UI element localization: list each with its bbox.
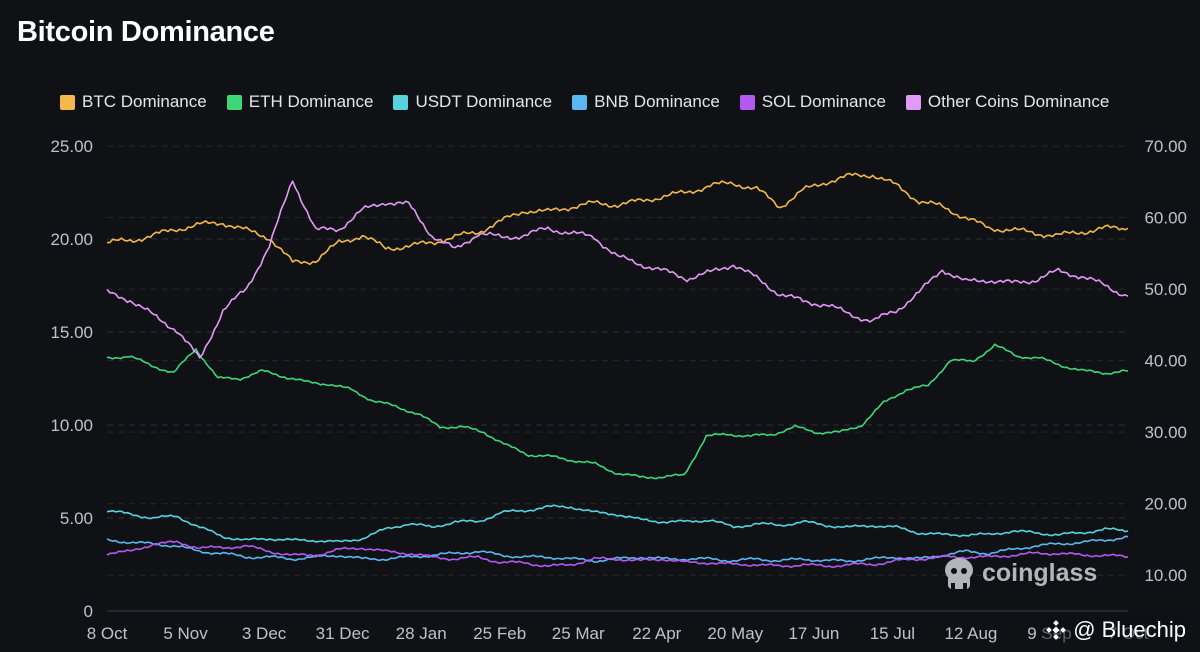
- legend-item[interactable]: SOL Dominance: [739, 92, 886, 112]
- y-left-tick-label: 20.00: [50, 230, 93, 249]
- credit-name: Bluechip: [1101, 617, 1186, 642]
- y-right-tick-label: 70.00: [1144, 137, 1187, 156]
- legend-swatch: [572, 94, 588, 110]
- legend-item[interactable]: BTC Dominance: [60, 92, 207, 112]
- y-right-tick-label: 10.00: [1144, 566, 1187, 585]
- x-tick-label: 5 Nov: [163, 624, 208, 643]
- legend-swatch: [226, 94, 242, 110]
- x-tick-label: 28 Jan: [396, 624, 447, 643]
- series-line-usdt-dominance: [106, 504, 1129, 543]
- legend-swatch: [905, 94, 921, 110]
- series-line-other-coins-dominance: [106, 180, 1129, 359]
- y-left-tick-label: 25.00: [50, 137, 93, 156]
- y-left-tick-label: 0: [84, 602, 93, 621]
- legend-label: USDT Dominance: [415, 92, 553, 111]
- y-left-tick-label: 10.00: [50, 416, 93, 435]
- gridlines: [107, 145, 1128, 612]
- x-tick-label: 12 Aug: [944, 624, 997, 643]
- series-line-eth-dominance: [106, 343, 1129, 480]
- x-tick-label: 22 Apr: [632, 624, 681, 643]
- y-left-tick-label: 5.00: [60, 509, 93, 528]
- legend-label: Other Coins Dominance: [927, 92, 1110, 111]
- legend-label: ETH Dominance: [248, 92, 374, 111]
- x-tick-label: 3 Dec: [242, 624, 287, 643]
- y-right-tick-label: 50.00: [1144, 280, 1187, 299]
- legend-label: SOL Dominance: [761, 92, 886, 111]
- x-tick-label: 25 Mar: [552, 624, 605, 643]
- y-right-tick-label: 30.00: [1144, 423, 1187, 442]
- x-tick-label: 8 Oct: [87, 624, 128, 643]
- legend-item[interactable]: Other Coins Dominance: [905, 92, 1110, 112]
- legend-label: BNB Dominance: [594, 92, 720, 111]
- legend-swatch: [393, 94, 409, 110]
- legend: BTC Dominance ETH Dominance USDT Dominance…: [60, 92, 1190, 112]
- legend-item[interactable]: BNB Dominance: [572, 92, 720, 112]
- coinglass-logo-icon: [945, 558, 973, 591]
- series-line-btc-dominance: [106, 172, 1129, 266]
- legend-item[interactable]: ETH Dominance: [226, 92, 374, 112]
- y-right-tick-label: 60.00: [1144, 209, 1187, 228]
- page-title: Bitcoin Dominance: [17, 16, 275, 48]
- y-left-tick-label: 15.00: [50, 323, 93, 342]
- y-right-tick-label: 40.00: [1144, 352, 1187, 371]
- legend-swatch: [60, 94, 75, 110]
- credit: @ Bluechip: [1043, 617, 1188, 643]
- x-tick-label: 25 Feb: [473, 624, 526, 643]
- x-tick-label: 17 Jun: [788, 624, 839, 643]
- x-tick-label: 15 Jul: [870, 624, 915, 643]
- series-line-sol-dominance: [106, 540, 1129, 569]
- legend-label: BTC Dominance: [82, 92, 207, 111]
- y-right-tick-label: 20.00: [1144, 495, 1187, 514]
- binance-icon: [1046, 620, 1067, 640]
- series-line-bnb-dominance: [106, 535, 1129, 563]
- legend-swatch: [739, 94, 755, 110]
- watermark-text: coinglass: [982, 558, 1098, 587]
- credit-symbol: @: [1073, 617, 1096, 642]
- x-tick-label: 20 May: [707, 624, 763, 643]
- watermark: coinglass: [942, 555, 1097, 591]
- legend-item[interactable]: USDT Dominance: [393, 92, 552, 112]
- x-tick-label: 31 Dec: [316, 624, 370, 643]
